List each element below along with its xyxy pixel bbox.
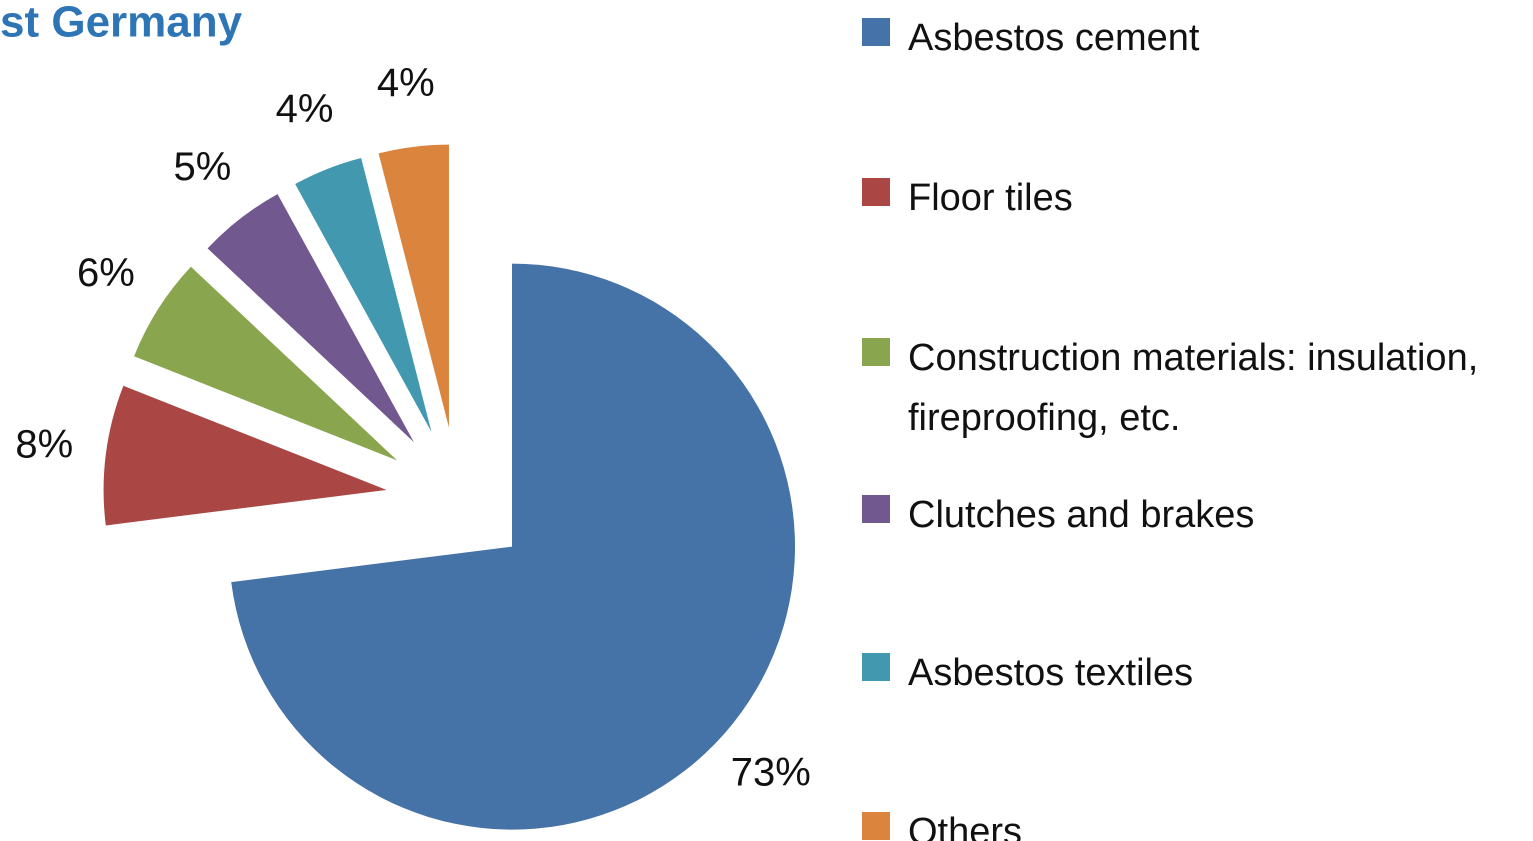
pie-slice bbox=[378, 144, 449, 428]
legend-label: Asbestos cement bbox=[908, 17, 1200, 59]
pie-slice bbox=[295, 157, 432, 433]
data-label: 4% bbox=[377, 61, 435, 105]
pie-slice bbox=[103, 385, 387, 526]
legend-swatch bbox=[862, 18, 890, 46]
data-label: 5% bbox=[174, 145, 232, 189]
legend-swatch bbox=[862, 653, 890, 681]
data-label: 4% bbox=[276, 87, 334, 131]
pie-slice bbox=[231, 263, 796, 830]
legend-label: Asbestos textiles bbox=[908, 652, 1194, 694]
legend-label: Others bbox=[908, 811, 1023, 841]
legend-swatch bbox=[862, 495, 890, 523]
legend-item: Construction materials: insulation, fire… bbox=[862, 328, 1523, 448]
data-label: 6% bbox=[77, 251, 135, 295]
legend-swatch bbox=[862, 338, 890, 366]
legend-item: Asbestos textiles bbox=[862, 643, 1523, 703]
chart-title: st Germany bbox=[0, 0, 243, 47]
legend-item: Floor tiles bbox=[862, 168, 1523, 228]
legend-item: Clutches and brakes bbox=[862, 485, 1523, 545]
legend-label: Construction materials: insulation, fire… bbox=[908, 337, 1479, 439]
legend-swatch bbox=[862, 812, 890, 840]
legend-item: Asbestos cement bbox=[862, 8, 1523, 68]
legend-swatch bbox=[862, 178, 890, 206]
legend-label: Floor tiles bbox=[908, 177, 1073, 219]
pie-slice bbox=[207, 194, 414, 443]
data-label: 8% bbox=[15, 422, 73, 466]
legend-item: Others bbox=[862, 802, 1523, 841]
pie-area: st Germany 73% 8% 6% 5% 4% 4% bbox=[0, 0, 811, 830]
pie-slice bbox=[134, 266, 398, 461]
data-label: 73% bbox=[731, 750, 811, 794]
legend-label: Clutches and brakes bbox=[908, 494, 1255, 536]
